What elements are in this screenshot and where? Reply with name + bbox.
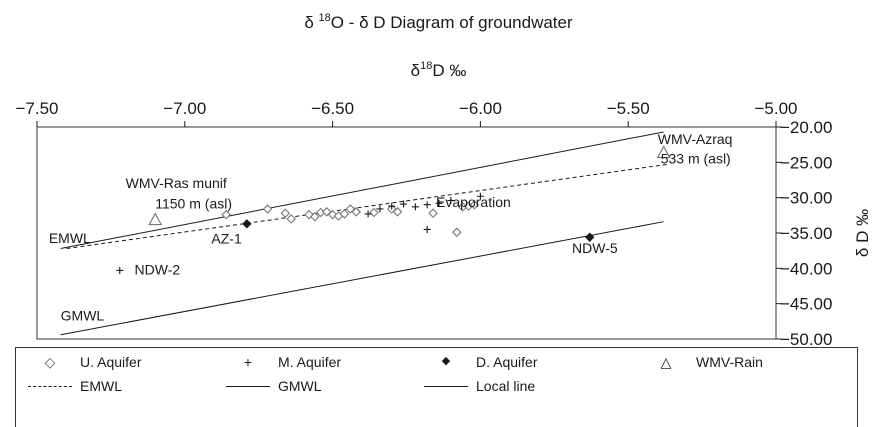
legend-item-d-aquifer: ◆ D. Aquifer <box>424 354 538 370</box>
legend-item-u-aquifer: ◇ U. Aquifer <box>28 354 142 370</box>
legend-item-m-aquifer: + M. Aquifer <box>226 354 341 370</box>
solid-line-icon <box>424 378 468 394</box>
m-aquifer-point <box>423 225 431 233</box>
x-tick-label: −7.00 <box>163 99 206 118</box>
line-emwl <box>66 163 667 250</box>
legend-label: U. Aquifer <box>80 354 142 370</box>
d-aquifer-point <box>242 219 252 229</box>
x-axis-label: δ18D ‰ <box>410 60 467 80</box>
y-tick-label: −20.00 <box>780 118 832 137</box>
annotation-label: EMWL <box>49 230 91 246</box>
legend-label: GMWL <box>278 378 322 394</box>
triangle-icon: △ <box>660 354 672 370</box>
m-aquifer-point <box>364 210 372 218</box>
annotation-label: NDW-5 <box>572 240 618 256</box>
m-aquifer-point <box>476 192 484 200</box>
y-tick-label: −40.00 <box>780 259 832 278</box>
wmv-rain-point <box>656 145 671 158</box>
annotation-label: GMWL <box>61 308 105 324</box>
m-aquifer-point <box>423 201 431 209</box>
annotation-label: WMV-Azraq <box>658 131 733 147</box>
dashed-line-icon <box>28 378 72 394</box>
u-aquifer-point <box>351 207 362 217</box>
legend-label: D. Aquifer <box>476 354 538 370</box>
legend-label: WMV-Rain <box>696 354 763 370</box>
u-aquifer-point <box>310 211 320 222</box>
u-aquifer-point <box>286 214 296 224</box>
legend-item-emwl: EMWL <box>28 378 122 394</box>
u-aquifer-point <box>339 209 350 219</box>
x-tick-label: −6.50 <box>311 99 354 118</box>
line-gmwl <box>60 221 664 336</box>
x-tick-label: −5.00 <box>754 99 797 118</box>
solid-line-icon <box>226 378 270 394</box>
filled-diamond-icon: ◆ <box>441 355 451 367</box>
y-tick-label: −35.00 <box>780 224 832 243</box>
legend-label: M. Aquifer <box>278 354 342 370</box>
u-aquifer-point <box>428 208 438 218</box>
y-axis-label: δ D ‰ <box>853 209 872 257</box>
wmv-rain-point <box>148 212 163 226</box>
legend-item-gmwl: GMWL <box>226 378 322 394</box>
d-aquifer-point <box>585 232 595 242</box>
line-local-line <box>60 131 664 250</box>
m-aquifer-point <box>411 203 419 211</box>
chart-title: δ 18O - δ D Diagram of groundwater <box>304 12 573 32</box>
annotation-label: Evaporation <box>436 194 511 210</box>
legend: ◇ U. Aquifer + M. Aquifer ◆ D. Aquifer △… <box>15 347 858 427</box>
u-aquifer-point <box>392 207 403 217</box>
annotation-label: AZ-1 <box>211 231 242 247</box>
m-aquifer-point <box>435 199 443 207</box>
m-aquifer-point <box>447 196 455 204</box>
u-aquifer-point <box>469 199 480 210</box>
y-tick-label: −30.00 <box>780 189 832 208</box>
annotation-label: NDW-2 <box>135 262 181 278</box>
m-aquifer-point <box>400 200 408 208</box>
y-tick-label: −25.00 <box>780 153 832 172</box>
x-tick-label: −7.50 <box>15 99 58 118</box>
u-aquifer-point <box>451 227 462 238</box>
u-aquifer-point <box>369 207 379 218</box>
annotation-label: WMV-Ras munif <box>126 175 227 191</box>
m-aquifer-point <box>376 205 384 213</box>
legend-item-wmv-rain: △ WMV-Rain <box>644 354 763 370</box>
u-aquifer-point <box>221 209 231 220</box>
x-tick-label: −6.00 <box>459 99 502 118</box>
u-aquifer-point <box>262 204 273 214</box>
x-tick-label: −5.50 <box>607 99 650 118</box>
legend-label: Local line <box>476 378 536 394</box>
y-tick-label: −50.00 <box>780 330 832 347</box>
chart-plot: −7.50 −7.00 −6.50 −6.00 −5.50 −5.00−20.00 −25.… <box>15 99 872 347</box>
u-aquifer-point <box>304 209 314 220</box>
diamond-icon: ◇ <box>44 354 56 370</box>
m-aquifer-point <box>116 266 124 274</box>
legend-label: EMWL <box>80 378 122 394</box>
y-tick-label: −45.00 <box>780 295 832 314</box>
plus-icon: + <box>243 354 253 370</box>
annotation-label: 533 m (asl) <box>661 151 731 167</box>
m-aquifer-point <box>388 202 396 210</box>
u-aquifer-point <box>280 208 291 218</box>
u-aquifer-point <box>327 209 338 220</box>
annotation-label: 1150 m (asl) <box>155 195 232 211</box>
legend-item-local-line: Local line <box>424 378 535 394</box>
